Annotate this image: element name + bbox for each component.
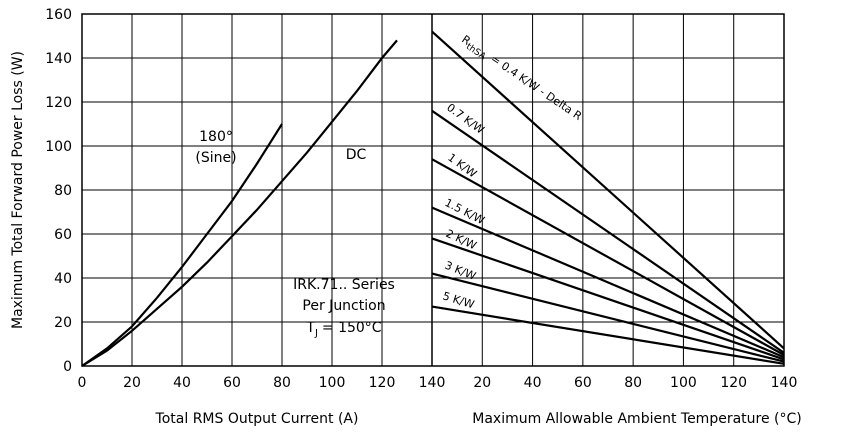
y-tick-label: 80 bbox=[54, 183, 72, 199]
x-tick-label-right: 100 bbox=[670, 375, 697, 391]
x-tick-label-right: 120 bbox=[720, 375, 747, 391]
y-tick-label: 40 bbox=[54, 271, 72, 287]
y-tick-label: 100 bbox=[45, 139, 72, 155]
curve-label-3: 3 K/W bbox=[443, 259, 478, 283]
x-axis-label-right: Maximum Allowable Ambient Temperature (°… bbox=[472, 411, 801, 427]
y-axis-label: Maximum Total Forward Power Loss (W) bbox=[10, 51, 26, 329]
tj-prefix: T bbox=[305, 320, 315, 336]
x-tick-label-left: 0 bbox=[78, 375, 87, 391]
y-tick-label: 160 bbox=[45, 7, 72, 23]
curve-label-0-7: 0.7 K/W bbox=[444, 101, 486, 137]
rthsa-sub: thSA bbox=[464, 42, 488, 63]
x-tick-label-right: 140 bbox=[771, 375, 798, 391]
x-tick-label-left: 20 bbox=[123, 375, 141, 391]
tick-labels: 0 20 40 60 80 100 120 140 160 0 20 40 60 80 100 120 140 2… bbox=[45, 7, 797, 391]
dc-label: DC bbox=[346, 147, 367, 163]
sine-label-line2: (Sine) bbox=[195, 150, 236, 166]
tj-note: TJ = 150°C bbox=[305, 320, 381, 339]
dc-curve bbox=[82, 40, 397, 366]
tj-suffix: = 150°C bbox=[322, 320, 382, 336]
series-note: IRK.71.. Series bbox=[293, 277, 395, 293]
y-tick-label: 140 bbox=[45, 51, 72, 67]
x-tick-label-right: 20 bbox=[473, 375, 491, 391]
y-tick-label: 20 bbox=[54, 315, 72, 331]
curves bbox=[82, 32, 784, 366]
x-tick-label-right: 60 bbox=[574, 375, 592, 391]
y-tick-label: 60 bbox=[54, 227, 72, 243]
y-tick-label: 0 bbox=[63, 359, 72, 375]
x-tick-label-left: 80 bbox=[273, 375, 291, 391]
rthsa-suffix: = 0.4 K/W - Delta R bbox=[488, 52, 584, 123]
x-tick-label-left: 100 bbox=[319, 375, 346, 391]
per-junction-note: Per Junction bbox=[302, 298, 385, 314]
x-tick-label-left: 40 bbox=[173, 375, 191, 391]
y-tick-label: 120 bbox=[45, 95, 72, 111]
x-axis-label-left: Total RMS Output Current (A) bbox=[155, 411, 359, 427]
x-tick-label-left: 60 bbox=[223, 375, 241, 391]
x-tick-label-right: 40 bbox=[524, 375, 542, 391]
x-tick-label-left: 140 bbox=[419, 375, 446, 391]
x-tick-label-left: 120 bbox=[369, 375, 396, 391]
x-tick-label-right: 80 bbox=[624, 375, 642, 391]
sine-label: 180° bbox=[199, 129, 233, 145]
tj-sub: J bbox=[314, 328, 318, 339]
